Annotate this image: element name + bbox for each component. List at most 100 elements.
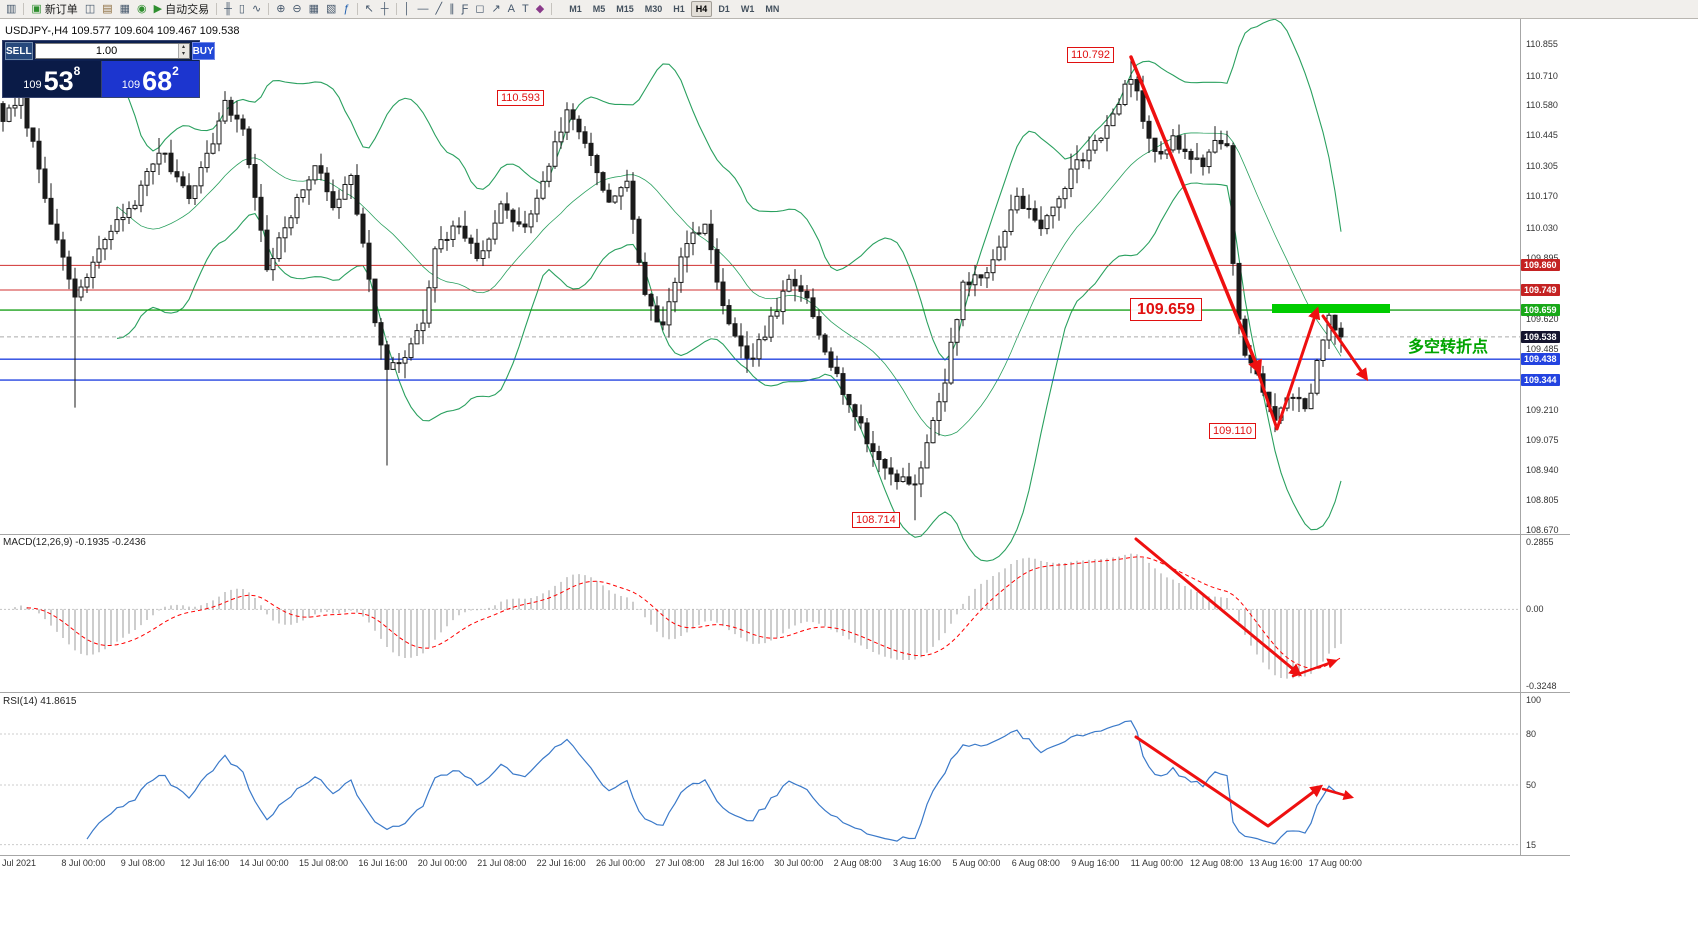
bid-big-digits: 53 (43, 66, 74, 96)
panel-separator[interactable] (0, 692, 1570, 693)
auto-trading-icon: ▶ (153, 2, 163, 15)
bollinger-lower-band (116, 182, 1342, 562)
crosshair-icon[interactable]: ┼ (378, 2, 392, 17)
buy-button[interactable]: BUY (191, 42, 215, 60)
toolbar-separator (23, 3, 25, 15)
turning-point-note[interactable]: 多空转折点 (1408, 339, 1489, 356)
auto-arrange-icon[interactable]: ▧ (323, 2, 339, 17)
properties-icon[interactable]: ◆ (533, 2, 547, 17)
text-label-icon[interactable]: T (519, 2, 532, 17)
price-tag: 109.860 (1521, 259, 1560, 272)
price-tick: 109.075 (1526, 434, 1559, 445)
time-label: 15 Jul 08:00 (299, 858, 349, 868)
timeframe-h4[interactable]: H4 (690, 1, 713, 17)
toolbar-button-label: 自动交易 (165, 4, 210, 16)
shapes-icon: ◻ (475, 2, 485, 15)
timeframe-toolbar: M1 M5 M15 M30 H1 H4 D1 W1 MN (564, 1, 784, 17)
volume-up-arrow-icon[interactable]: ▴ (177, 44, 189, 51)
line-chart-icon: ∿ (251, 2, 262, 15)
text-icon[interactable]: A (505, 2, 518, 17)
timeframe-m30[interactable]: M30 (644, 4, 663, 14)
key-level-highlight-bar (1272, 304, 1390, 313)
timeframe-w1[interactable]: W1 (740, 4, 755, 14)
projection-arrow-rsi (1321, 787, 1355, 801)
crosshair-icon: ┼ (380, 2, 389, 15)
auto-trading-button[interactable]: ▶ 自动交易 (151, 2, 212, 17)
rsi-tick: 80 (1526, 729, 1537, 740)
cursor-icon[interactable]: ↖ (362, 2, 377, 17)
candles-layer (0, 58, 1344, 521)
timeframe-h1[interactable]: H1 (673, 4, 685, 14)
price-tick: 110.445 (1526, 130, 1558, 141)
time-axis-separator (0, 855, 1570, 856)
annotation-peak-110593[interactable]: 110.593 (497, 90, 544, 106)
annotation-key-level-109659[interactable]: 109.659 (1130, 298, 1202, 321)
new-order-button[interactable]: ▣ 新订单 (28, 2, 80, 17)
time-label: 6 Aug 08:00 (1011, 858, 1060, 868)
profiles-icon: ▦ (119, 2, 131, 15)
volume-input[interactable] (35, 45, 178, 57)
time-label: 3 Aug 16:00 (893, 858, 942, 868)
tile-windows-icon[interactable]: ▦ (306, 2, 322, 17)
chart-window-icon[interactable]: ▥ (3, 2, 19, 17)
macd-tick: 0.2855 (1526, 537, 1554, 547)
candlestick-chart-icon[interactable]: ▯ (236, 2, 248, 17)
indicators-icon[interactable]: ƒ (340, 2, 352, 17)
bid-price-button[interactable]: 109 53 8 (3, 61, 102, 97)
macd-histogram (0, 553, 1520, 679)
ask-pipette: 2 (172, 64, 179, 78)
timeframe-m15[interactable]: M15 (616, 4, 634, 14)
profiles-icon[interactable]: ▦ (117, 2, 133, 17)
template-icon[interactable]: ▤ (99, 2, 115, 17)
timeframe-mn[interactable]: MN (765, 4, 780, 14)
vertical-line-icon[interactable]: │ (401, 2, 414, 17)
volume-down-arrow-icon[interactable]: ▾ (177, 51, 189, 58)
projection-arrow-price (1321, 314, 1369, 382)
horizontal-line-icon[interactable]: ― (414, 2, 431, 17)
time-label: 11 Aug 00:00 (1130, 858, 1183, 868)
text-icon: A (507, 2, 516, 15)
sell-button[interactable]: SELL (5, 42, 33, 60)
timeframe-d1[interactable]: D1 (718, 4, 730, 14)
arrow-tool-icon[interactable]: ↗ (488, 2, 503, 17)
macd-tick: -0.3248 (1526, 681, 1557, 691)
price-tick: 110.710 (1526, 71, 1558, 82)
toolbar-separator (395, 3, 397, 15)
annotation-low-108714[interactable]: 108.714 (852, 512, 900, 528)
price-tag: 109.749 (1521, 284, 1560, 296)
tile-windows-icon: ▦ (308, 2, 320, 15)
rsi-tick: 50 (1526, 780, 1537, 791)
price-tag: 109.659 (1521, 304, 1560, 317)
time-label: 28 Jul 16:00 (714, 858, 764, 868)
shapes-icon[interactable]: ◻ (472, 2, 487, 17)
channel-icon[interactable]: ∥ (446, 2, 458, 17)
annotation-low-109110[interactable]: 109.110 (1209, 423, 1256, 439)
new-order-icon: ▣ (31, 2, 42, 15)
annotation-peak-110792[interactable]: 110.792 (1067, 47, 1114, 63)
price-tick: 110.580 (1526, 100, 1558, 111)
fibonacci-icon[interactable]: Ƒ (459, 2, 472, 17)
bar-chart-icon[interactable]: ╫ (221, 2, 235, 17)
zoom-in-icon[interactable]: ⊕ (273, 2, 288, 17)
panel-separator[interactable] (0, 534, 1570, 535)
time-label: 13 Aug 16:00 (1249, 858, 1303, 868)
timeframe-m1[interactable]: M1 (569, 4, 582, 14)
bollinger-middle-band (116, 132, 1342, 437)
market-depth-icon[interactable]: ◫ (82, 2, 98, 17)
price-tick: 110.855 (1526, 39, 1558, 49)
zoom-out-icon[interactable]: ⊖ (289, 2, 304, 17)
price-tick: 108.670 (1526, 525, 1559, 535)
time-label: 12 Aug 08:00 (1190, 858, 1244, 868)
time-label: 26 Jul 00:00 (596, 858, 646, 868)
trendline-icon[interactable]: ╱ (432, 2, 445, 17)
volume-stepper[interactable]: ▴ ▾ (34, 43, 190, 59)
ask-price-button[interactable]: 109 68 2 (101, 61, 199, 97)
zoom-in-icon: ⊕ (276, 2, 286, 15)
refresh-icon[interactable]: ◉ (134, 2, 150, 17)
time-label: 21 Jul 08:00 (477, 858, 527, 868)
timeframe-m5[interactable]: M5 (592, 4, 606, 14)
price-tick: 109.895 (1526, 252, 1559, 263)
horizontal-line-icon: ― (417, 2, 429, 15)
line-chart-icon[interactable]: ∿ (249, 2, 264, 17)
